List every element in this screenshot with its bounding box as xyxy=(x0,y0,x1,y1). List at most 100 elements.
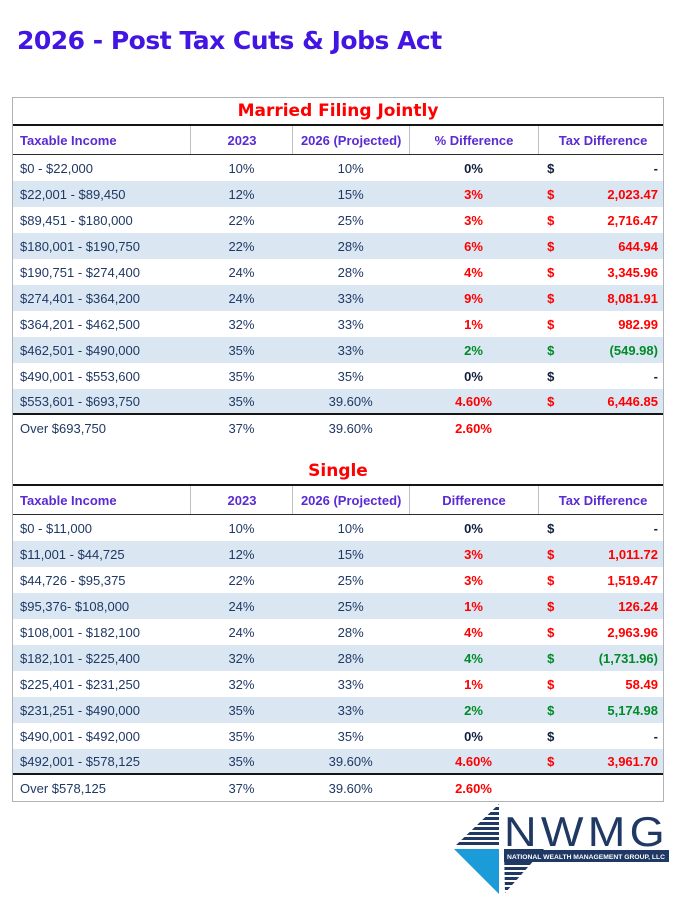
tax-difference-cell: $ (1,731.96) xyxy=(538,651,663,666)
dollar-sign: $ xyxy=(547,546,555,562)
percent-difference-cell: 2.60% xyxy=(455,420,492,436)
income-range-cell: $462,501 - $490,000 xyxy=(20,342,140,358)
percent-difference-cell: 4.60% xyxy=(455,393,492,409)
dollar-sign: $ xyxy=(547,598,555,614)
table-row: $364,201 - $462,500 32% 33% 1% $982.99 xyxy=(13,311,663,337)
amount: 126.24 xyxy=(618,598,658,614)
income-range-cell: $231,251 - $490,000 xyxy=(20,702,140,718)
table-row: $44,726 - $95,375 22% 25% 3% $1,519.47 xyxy=(13,567,663,593)
percent-difference-cell: 0% xyxy=(464,368,483,384)
dollar-sign: $ xyxy=(547,650,555,666)
percent-difference-cell: 9% xyxy=(464,290,483,306)
income-range-cell: $95,376- $108,000 xyxy=(20,598,130,614)
rate-2023-cell: 32% xyxy=(228,676,255,692)
income-range-cell: $44,726 - $95,375 xyxy=(20,572,126,588)
amount: 5,174.98 xyxy=(607,702,658,718)
amount: - xyxy=(653,728,658,744)
rate-2026-cell: 33% xyxy=(337,316,364,332)
table-row: Over $693,750 37% 39.60% 2.60% xyxy=(13,415,663,441)
rate-2023-cell: 32% xyxy=(228,316,255,332)
amount: 2,963.96 xyxy=(607,624,658,640)
amount: 58.49 xyxy=(625,676,658,692)
dollar-sign: $ xyxy=(547,290,555,306)
dollar-sign: $ xyxy=(547,572,555,588)
tax-difference-cell: $5,174.98 xyxy=(538,703,663,718)
rate-2026-cell: 25% xyxy=(337,598,364,614)
income-range-cell: $274,401 - $364,200 xyxy=(20,290,140,306)
rate-2023-cell: 24% xyxy=(228,598,255,614)
rate-2023-cell: 24% xyxy=(228,264,255,280)
column-header: Tax Difference xyxy=(538,486,663,514)
income-range-cell: $490,001 - $492,000 xyxy=(20,728,140,744)
percent-difference-cell: 4% xyxy=(464,624,483,640)
rate-2023-cell: 37% xyxy=(228,420,255,436)
table-row: $492,001 - $578,125 35% 39.60% 4.60% $3,961.… xyxy=(13,749,663,775)
percent-difference-cell: 3% xyxy=(464,212,483,228)
dollar-sign: $ xyxy=(547,316,555,332)
percent-difference-cell: 1% xyxy=(464,676,483,692)
table-row: $0 - $11,000 10% 10% 0% $ - xyxy=(13,515,663,541)
table-row: $22,001 - $89,450 12% 15% 3% $2,023.47 xyxy=(13,181,663,207)
rate-2026-cell: 28% xyxy=(337,238,364,254)
tax-difference-cell: $644.94 xyxy=(538,239,663,254)
rate-2026-cell: 10% xyxy=(337,520,364,536)
tax-tables-container: Married Filing Jointly Taxable Income 202… xyxy=(12,97,664,802)
rate-2026-cell: 33% xyxy=(337,342,364,358)
dollar-sign: $ xyxy=(547,186,555,202)
column-header: 2023 xyxy=(190,486,292,514)
amount: 6,446.85 xyxy=(607,393,658,409)
income-range-cell: $22,001 - $89,450 xyxy=(20,186,126,202)
income-range-cell: $553,601 - $693,750 xyxy=(20,393,140,409)
table-row: Over $578,125 37% 39.60% 2.60% xyxy=(13,775,663,801)
tax-difference-cell: $982.99 xyxy=(538,317,663,332)
column-header: % Difference xyxy=(408,126,538,154)
income-range-cell: $180,001 - $190,750 xyxy=(20,238,140,254)
rate-2026-cell: 39.60% xyxy=(328,780,373,796)
tax-difference-cell: $ - xyxy=(538,369,663,384)
table-row: $11,001 - $44,725 12% 15% 3% $1,011.72 xyxy=(13,541,663,567)
table-row: $553,601 - $693,750 35% 39.60% 4.60% $6,446.… xyxy=(13,389,663,415)
income-range-cell: $182,101 - $225,400 xyxy=(20,650,140,666)
page-title: 2026 - Post Tax Cuts & Jobs Act xyxy=(17,26,442,55)
column-header: 2026 (Projected) xyxy=(292,486,408,514)
rate-2026-cell: 35% xyxy=(337,728,364,744)
tax-difference-cell: $1,519.47 xyxy=(538,573,663,588)
income-range-cell: $89,451 - $180,000 xyxy=(20,212,133,228)
rate-2026-cell: 10% xyxy=(337,160,364,176)
income-range-cell: Over $578,125 xyxy=(20,780,107,796)
rate-2026-cell: 39.60% xyxy=(328,393,373,409)
table-row: $0 - $22,000 10% 10% 0% $ - xyxy=(13,155,663,181)
rate-2026-cell: 39.60% xyxy=(328,753,373,769)
amount: 982.99 xyxy=(618,316,658,332)
percent-difference-cell: 3% xyxy=(464,572,483,588)
tax-difference-cell: $1,011.72 xyxy=(538,547,663,562)
table-row: $180,001 - $190,750 22% 28% 6% $644.94 xyxy=(13,233,663,259)
percent-difference-cell: 0% xyxy=(464,520,483,536)
dollar-sign: $ xyxy=(547,624,555,640)
table-row: $190,751 - $274,400 24% 28% 4% $3,345.96 xyxy=(13,259,663,285)
income-range-cell: $108,001 - $182,100 xyxy=(20,624,140,640)
rate-2023-cell: 35% xyxy=(228,368,255,384)
table-spacer xyxy=(13,441,663,458)
rate-2026-cell: 39.60% xyxy=(328,420,373,436)
column-header: Taxable Income xyxy=(20,132,117,148)
table-title: Married Filing Jointly xyxy=(13,98,663,126)
rate-2026-cell: 33% xyxy=(337,676,364,692)
rate-2023-cell: 35% xyxy=(228,342,255,358)
tax-difference-cell: $3,345.96 xyxy=(538,265,663,280)
income-range-cell: $0 - $11,000 xyxy=(20,520,93,536)
rate-2023-cell: 10% xyxy=(228,520,255,536)
amount: 1,011.72 xyxy=(608,546,658,562)
income-range-cell: $11,001 - $44,725 xyxy=(20,546,125,562)
rate-2026-cell: 15% xyxy=(337,186,364,202)
percent-difference-cell: 4% xyxy=(464,650,483,666)
dollar-sign: $ xyxy=(547,676,555,692)
column-header: 2023 xyxy=(190,126,292,154)
amount: 3,961.70 xyxy=(607,753,658,769)
amount: - xyxy=(653,368,658,384)
dollar-sign: $ xyxy=(547,160,555,176)
table-row: $108,001 - $182,100 24% 28% 4% $2,963.96 xyxy=(13,619,663,645)
amount: (1,731.96) xyxy=(598,650,658,666)
percent-difference-cell: 2.60% xyxy=(455,780,492,796)
rate-2023-cell: 22% xyxy=(228,572,255,588)
